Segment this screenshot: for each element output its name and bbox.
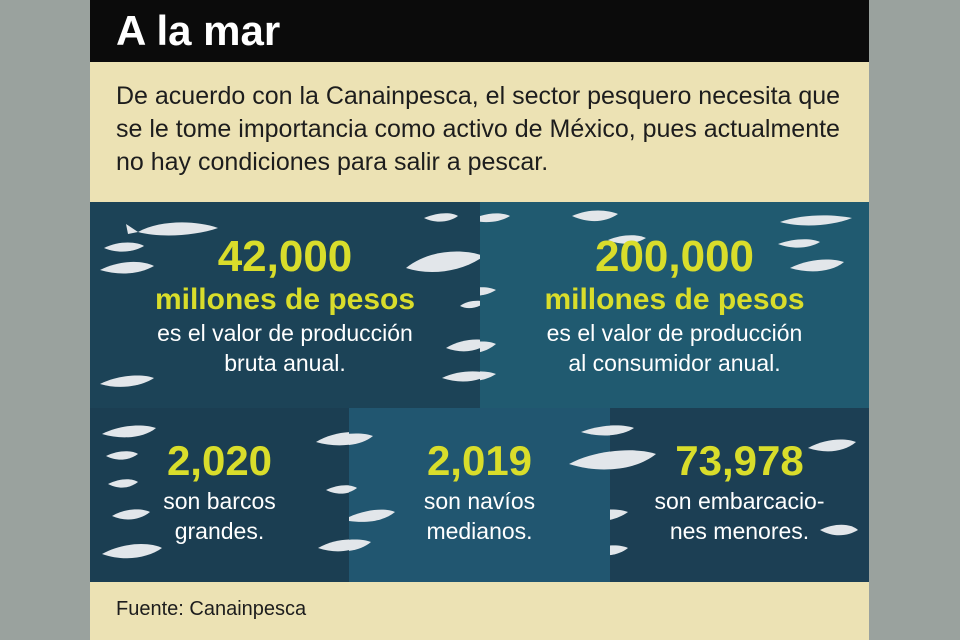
fish-icon (778, 239, 820, 248)
fish-school-decoration (102, 425, 349, 559)
intro-text: De acuerdo con la Canainpesca, el sector… (116, 82, 841, 176)
fish-icon (572, 210, 618, 222)
fish-icon (316, 432, 349, 446)
stat-panel-small-boats: 73,978 son embarcacio- nes menores. (610, 408, 869, 582)
fish-icon (608, 235, 646, 244)
fish-icon (460, 300, 480, 309)
fish-icon (349, 485, 357, 493)
stat-consumer-value: 200,000 millones de pesos es el valor de… (480, 232, 869, 378)
fish-icon (569, 451, 610, 470)
stat-number: 2,020 (166, 437, 273, 484)
fish-icon (100, 375, 154, 387)
page-title: A la mar (116, 7, 281, 54)
stat-large-boats: 2,020 son barcos grandes. (90, 436, 349, 546)
infographic-card: A la mar De acuerdo con la Canainpesca, … (90, 0, 869, 640)
stat-panel-medium-vessels: 2,019 son navíos medianos. (349, 408, 610, 582)
fish-icon (790, 259, 844, 272)
fish-school-decoration (480, 210, 852, 381)
fish-icon (108, 479, 138, 488)
fish-icon (349, 539, 371, 551)
stat-description-line2: medianos. (426, 518, 533, 544)
stat-panel-production: 42,000 millones de pesos es el valor de … (90, 202, 480, 408)
fish-icon (349, 433, 373, 445)
stat-description-line2: al consumidor anual. (568, 350, 781, 376)
fish-icon (610, 450, 656, 470)
stat-description-line1: son navíos (423, 488, 536, 514)
fish-icon (480, 371, 496, 381)
stat-small-boats: 73,978 son embarcacio- nes menores. (610, 436, 869, 546)
stat-description-line1: es el valor de producción (157, 320, 413, 346)
fish-school-decoration (100, 213, 480, 387)
fish-icon (581, 425, 610, 436)
fish-icon (808, 439, 856, 452)
fish-icon (106, 451, 138, 460)
stat-description-line2: grandes. (174, 518, 265, 544)
stat-production-value: 42,000 millones de pesos es el valor de … (90, 232, 480, 378)
fish-icon (102, 544, 162, 559)
fish-icon (480, 341, 496, 353)
title-bar: A la mar (90, 0, 869, 62)
stat-description-line2: nes menores. (669, 518, 810, 544)
fish-icon (442, 371, 480, 382)
fish-icon (780, 215, 852, 226)
stat-description-line1: son embarcacio- (654, 488, 825, 514)
stat-description-line1: es el valor de producción (546, 320, 803, 346)
fish-icon (610, 545, 628, 556)
fish-icon (318, 539, 349, 552)
fish-school-decoration (610, 425, 858, 556)
fish-icon (349, 509, 395, 522)
fish-school-decoration (349, 425, 610, 551)
fish-icon (406, 251, 480, 272)
stat-number: 200,000 (594, 232, 755, 281)
fish-icon (112, 509, 150, 520)
fish-icon (100, 261, 154, 274)
stat-unit: millones de pesos (544, 283, 805, 316)
stat-description-line1: son barcos (163, 488, 276, 514)
fish-icon (126, 222, 218, 236)
fish-icon (326, 485, 349, 494)
fish-icon (610, 509, 628, 520)
fish-icon (102, 425, 156, 438)
fish-icon (480, 213, 510, 223)
fish-icon (424, 213, 458, 222)
fish-icon (820, 524, 858, 536)
stat-number: 73,978 (675, 437, 804, 484)
stat-medium-vessels: 2,019 son navíos medianos. (349, 436, 610, 546)
fish-icon (446, 339, 480, 352)
stat-description-line2: bruta anual. (224, 350, 346, 376)
source-credit: Fuente: Canainpesca (116, 598, 307, 620)
stat-panel-large-boats: 2,020 son barcos grandes. (90, 408, 349, 582)
fish-icon (610, 425, 634, 436)
fish-icon (480, 287, 496, 296)
stat-unit: millones de pesos (154, 283, 416, 316)
fish-icon (104, 242, 144, 252)
stat-panel-consumer: 200,000 millones de pesos es el valor de… (480, 202, 869, 408)
stat-number: 2,019 (426, 437, 533, 484)
stat-number: 42,000 (217, 232, 353, 281)
